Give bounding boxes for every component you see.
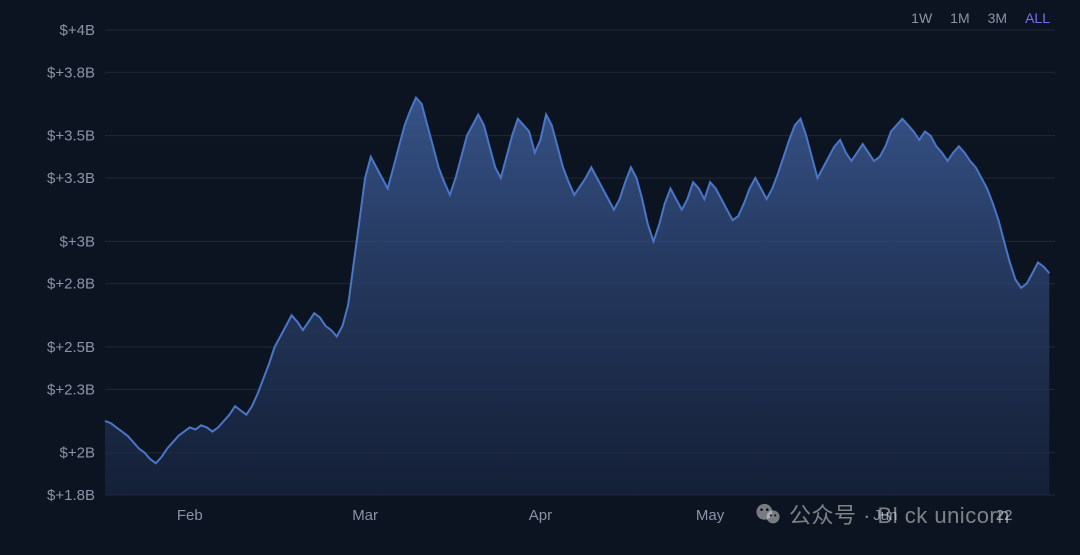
range-3m[interactable]: 3M — [988, 10, 1007, 26]
chart-svg: $+4B $+3.8B $+3.5B $+3.3B $+3B $+2.8B $+2.5B $+… — [0, 0, 1080, 555]
x-axis-label: May — [696, 507, 725, 524]
chart-container: 1W 1M 3M ALL $+4B $+3.8B $+3.5B $+3.3B $+3B $… — [0, 0, 1080, 555]
x-axis-label: Feb — [177, 507, 203, 524]
x-axis-label: 22 — [996, 507, 1013, 524]
range-1m[interactable]: 1M — [950, 10, 969, 26]
y-axis-label: $+2.3B — [47, 381, 95, 398]
y-axis-label: $+3B — [60, 233, 95, 250]
x-axis-label: Jun — [873, 507, 897, 524]
range-all[interactable]: ALL — [1025, 10, 1050, 26]
chart-area: $+4B $+3.8B $+3.5B $+3.3B $+3B $+2.8B $+2.5B $+… — [0, 0, 1080, 555]
y-axis-label: $+3.8B — [47, 64, 95, 81]
x-axis-label: Apr — [529, 507, 552, 524]
time-range-selector: 1W 1M 3M ALL — [911, 10, 1050, 26]
range-1w[interactable]: 1W — [911, 10, 932, 26]
y-axis-label: $+1.8B — [47, 487, 95, 504]
y-axis-label: $+2.8B — [47, 276, 95, 293]
y-axis-label: $+2B — [60, 445, 95, 462]
x-axis-label: Mar — [352, 507, 378, 524]
y-axis-label: $+3.3B — [47, 170, 95, 187]
y-axis-label: $+2.5B — [47, 339, 95, 356]
y-axis-label: $+4B — [60, 22, 95, 39]
area-fill — [105, 98, 1049, 495]
y-axis-label: $+3.5B — [47, 128, 95, 145]
